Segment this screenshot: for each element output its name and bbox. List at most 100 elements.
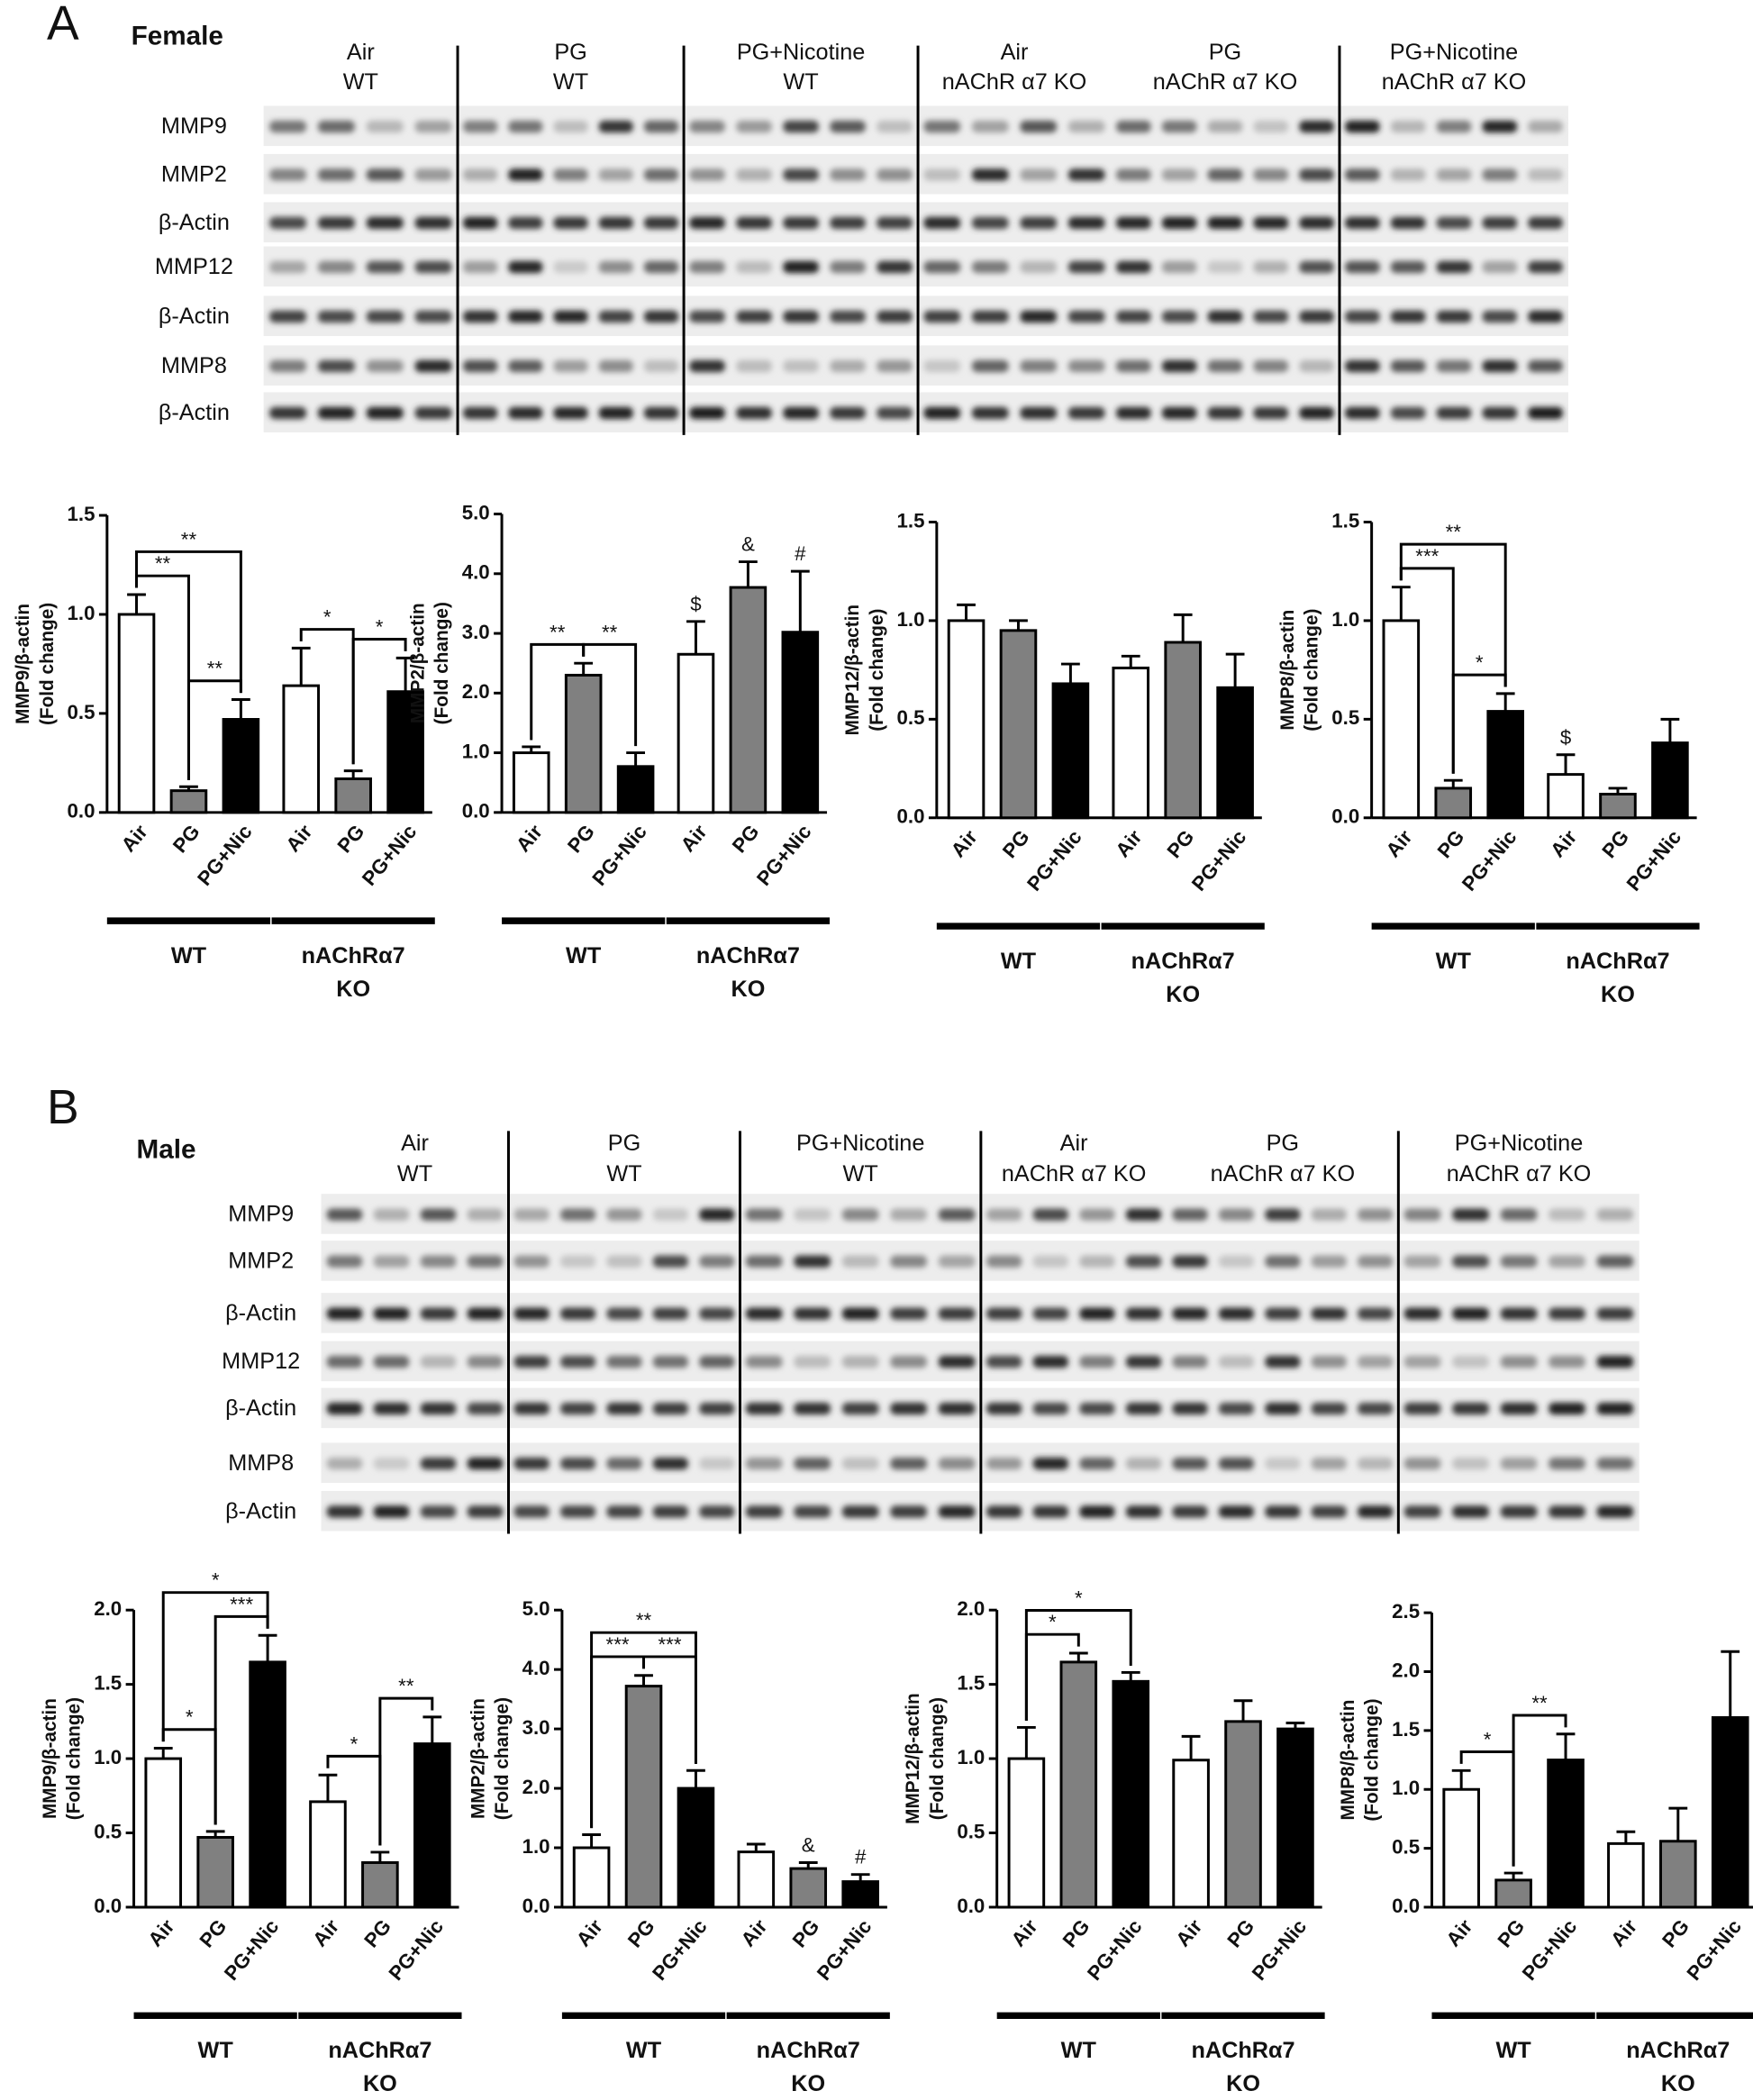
blot-band [1207,406,1243,420]
group-label: nAChR α7 KO [1153,69,1298,95]
blot-band [699,1255,735,1268]
blot-band [1390,120,1426,133]
blot-band [689,120,725,133]
group-label: PG+Nicotine [1455,1131,1583,1156]
blot-band [1032,1307,1068,1320]
y-tick-label: 2.0 [522,1776,550,1798]
blot-band [1125,1208,1162,1221]
blot-band [794,1505,831,1518]
blot-band [890,1402,927,1415]
blot-band [508,120,543,133]
y-tick-label: 1.0 [522,1835,550,1858]
blot-band [1500,1255,1538,1268]
y-tick-label: 0.5 [1331,706,1359,729]
bar [1051,682,1090,820]
blot-band [745,1457,783,1470]
blot-band [699,1457,735,1470]
blot-band [269,216,307,230]
bar [169,789,208,814]
x-tick-label: PG+Nic [1187,826,1250,895]
blot-band [1500,1208,1538,1221]
x-tick-label: PG+Nic [752,821,815,890]
y-tick-label: 1.5 [68,503,95,525]
x-tick-label: PG+Nic [1518,1915,1581,1985]
y-tick-label: 1.0 [462,740,490,762]
blot-band [1452,1255,1489,1268]
blot-band [689,406,725,420]
significance-bracket [1399,542,1507,687]
bar [737,1850,776,1909]
bar [361,1861,399,1909]
blot-band [513,1307,550,1320]
y-tick-label: 0.0 [1392,1895,1420,1917]
blot-band [1482,120,1518,133]
blot-band [513,1505,550,1518]
bar [282,684,321,814]
x-tick-label: PG [1658,1915,1694,1952]
blot-band [467,1208,504,1221]
blot-band [1403,1457,1441,1470]
bar [624,1685,663,1909]
x-tick-label: PG [1163,826,1199,863]
group-label: WT [606,1161,641,1186]
group-label: PG+Nicotine [796,1131,924,1156]
group-label: Air [1060,1131,1088,1156]
blot-band [652,1255,688,1268]
blot-band [606,1505,642,1518]
blot-band [1172,1505,1208,1518]
blot-band [890,1208,927,1221]
blot-band [971,216,1009,230]
blot-band [1020,406,1058,420]
blot-band [1032,1208,1068,1221]
group-label: WT [397,1161,432,1186]
significance-label: ** [602,621,618,643]
blot-band [794,1208,831,1221]
blot-band [1265,1505,1301,1518]
x-tick-label: PG [1222,1915,1258,1952]
blot-band [1299,260,1334,274]
blot-band [1403,1355,1441,1368]
y-tick-label: 0.5 [897,706,925,729]
group-label: KO [731,977,765,1002]
blot-band [598,260,633,274]
blot-band [326,1457,363,1470]
significance-label: * [376,616,384,639]
blot-band [783,168,819,181]
blot-band [923,406,961,420]
blot-band [1452,1505,1489,1518]
blot-band [783,359,819,373]
y-tick-label: 1.0 [897,608,925,631]
blot-band [606,1208,642,1221]
panel-letter: B [47,1081,79,1134]
blot-band [414,120,452,133]
group-label: nAChRα7 [1626,2038,1730,2063]
blot-band [1253,310,1289,323]
blot-band [269,168,307,181]
blot-band [1020,216,1058,230]
blot-band [1218,1402,1254,1415]
blot-band [414,406,452,420]
significance-label: ** [155,552,171,575]
blot-band [794,1457,831,1470]
group-label: WT [1495,2038,1531,2063]
blot-band [420,1402,457,1415]
blot-band [1032,1402,1068,1415]
group-label: WT [1436,949,1472,974]
blot-band [876,120,913,133]
significance-symbol: $ [1560,726,1572,749]
row-label: MMP2 [161,161,227,186]
blot-band [366,406,404,420]
blot-band [783,120,819,133]
bar [1547,1759,1585,1909]
y-axis-label: MMP8/β-actin [1338,1700,1358,1821]
row-label: β-Actin [225,1301,296,1326]
y-axis-label: MMP12/β-actin [903,1693,923,1823]
group-label: nAChR α7 KO [1002,1161,1147,1186]
bar [1599,793,1637,820]
blot-band [1345,216,1380,230]
blot-band [326,1402,363,1415]
blot-band [938,1402,976,1415]
blot-band [513,1355,550,1368]
blot-band [971,310,1009,323]
blot-band [1253,406,1289,420]
